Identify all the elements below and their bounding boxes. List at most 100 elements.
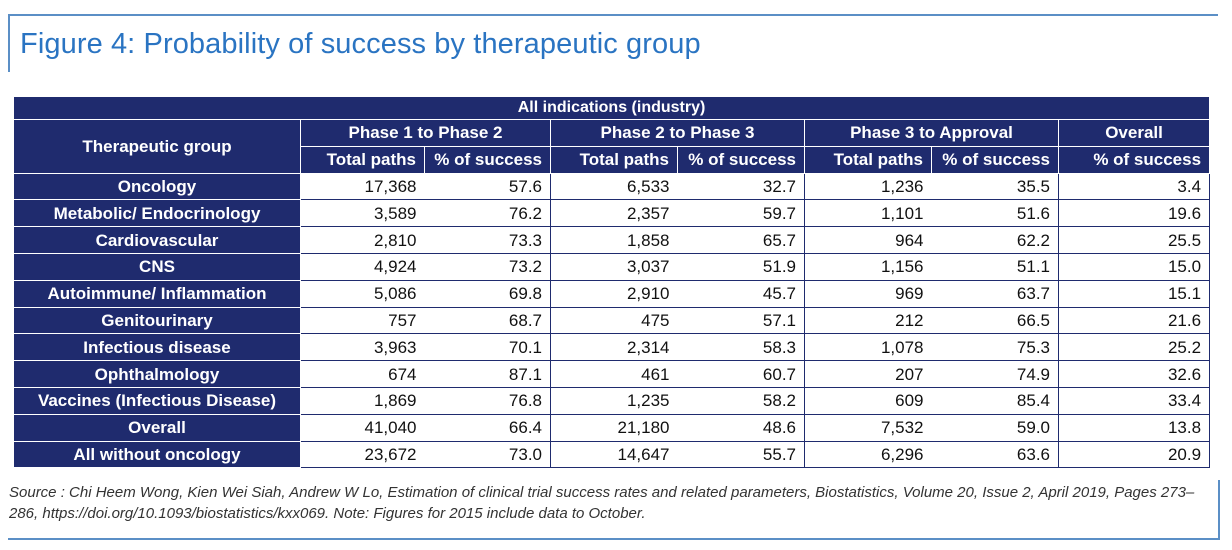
table-cell: 87.1 — [424, 360, 551, 388]
table-cell: 33.4 — [1058, 387, 1211, 415]
frame-right-rule — [1218, 480, 1220, 540]
table-cell: 60.7 — [677, 360, 805, 388]
table-row: Infectious disease 3,963 70.1 2,314 58.3 1,07… — [13, 333, 1211, 362]
table-cell: 964 — [804, 226, 932, 254]
table-cell: 74.9 — [931, 360, 1059, 388]
table-cell: 1,236 — [804, 173, 932, 201]
table-cell: 23,672 — [300, 441, 425, 469]
table-cell: 32.7 — [677, 173, 805, 201]
table-cell: 41,040 — [300, 414, 425, 442]
table-cell: 25.5 — [1058, 226, 1211, 254]
table-cell: 57.1 — [677, 307, 805, 335]
table-cell: 76.2 — [424, 199, 551, 228]
table-cell: 66.5 — [931, 307, 1059, 335]
table-cell: 75.3 — [931, 333, 1059, 362]
sub-header: Total paths — [300, 145, 425, 174]
table-cell: 14,647 — [550, 441, 678, 469]
row-group-label: CNS — [13, 252, 301, 281]
table-cell: 55.7 — [677, 441, 805, 469]
table-cell: 45.7 — [677, 280, 805, 308]
table-cell: 461 — [550, 360, 678, 388]
table-cell: 58.3 — [677, 333, 805, 362]
table-row: Ophthalmology 674 87.1 461 60.7 207 74.9 32.6 — [13, 360, 1211, 388]
table-cell: 32.6 — [1058, 360, 1211, 388]
table-cell: 2,357 — [550, 199, 678, 228]
row-group-label: Vaccines (Infectious Disease) — [13, 386, 301, 415]
table-cell: 6,296 — [804, 441, 932, 469]
super-header: All indications (industry) — [12, 96, 1211, 120]
sub-header: % of success — [677, 145, 805, 174]
table-row: Overall 41,040 66.4 21,180 48.6 7,532 59.0 13.8 — [13, 413, 1211, 442]
table-cell: 6,533 — [550, 173, 678, 201]
table-cell: 19.6 — [1058, 199, 1211, 228]
table-cell: 85.4 — [931, 387, 1059, 415]
table-cell: 21,180 — [550, 414, 678, 442]
row-group-label: All without oncology — [13, 440, 301, 469]
table-cell: 63.7 — [931, 280, 1059, 308]
table-cell: 757 — [300, 307, 425, 335]
source-note: Source : Chi Heem Wong, Kien Wei Siah, A… — [9, 484, 1195, 522]
row-group-label: Autoimmune/ Inflammation — [13, 279, 301, 308]
table-cell: 13.8 — [1058, 414, 1211, 442]
table-cell: 20.9 — [1058, 441, 1211, 469]
table-row: Vaccines (Infectious Disease) 1,869 76.8 1,… — [13, 386, 1211, 415]
table-cell: 2,910 — [550, 280, 678, 308]
sub-header: Total paths — [804, 145, 932, 174]
figure-title: Figure 4: Probability of success by ther… — [20, 28, 701, 60]
row-group-label: Infectious disease — [13, 333, 301, 362]
header-row-phases: Therapeutic group Phase 1 to Phase 2 Pha… — [13, 119, 1211, 174]
table-cell: 73.0 — [424, 441, 551, 469]
table-row: All without oncology 23,672 73.0 14,647 55.7… — [13, 440, 1211, 469]
table-cell: 62.2 — [931, 226, 1059, 254]
table-cell: 4,924 — [300, 253, 425, 281]
group-header: Therapeutic group — [13, 119, 301, 174]
table-cell: 70.1 — [424, 333, 551, 362]
table-cell: 15.1 — [1058, 280, 1211, 308]
table-cell: 76.8 — [424, 387, 551, 415]
phase-header-2: Phase 2 to Phase 3 — [550, 119, 805, 147]
table-row: Metabolic/ Endocrinology 3,589 76.2 2,357 59… — [13, 199, 1211, 228]
frame-left-rule — [8, 14, 10, 72]
table-cell: 1,869 — [300, 387, 425, 415]
table-row: Oncology 17,368 57.6 6,533 32.7 1,236 35.5 3.4 — [13, 172, 1211, 201]
table-cell: 609 — [804, 387, 932, 415]
row-group-label: Genitourinary — [13, 306, 301, 335]
table-cell: 57.6 — [424, 173, 551, 201]
table-cell: 3,963 — [300, 333, 425, 362]
table-cell: 35.5 — [931, 173, 1059, 201]
table-cell: 51.6 — [931, 199, 1059, 228]
table-cell: 2,810 — [300, 226, 425, 254]
table-cell: 7,532 — [804, 414, 932, 442]
table-cell: 65.7 — [677, 226, 805, 254]
table-cell: 69.8 — [424, 280, 551, 308]
table-cell: 59.0 — [931, 414, 1059, 442]
table-cell: 17,368 — [300, 173, 425, 201]
table-cell: 3,589 — [300, 199, 425, 228]
frame-bottom-rule — [8, 538, 1220, 540]
table-cell: 51.9 — [677, 253, 805, 281]
table-cell: 207 — [804, 360, 932, 388]
row-group-label: Ophthalmology — [13, 360, 301, 388]
table-cell: 51.1 — [931, 253, 1059, 281]
table-cell: 73.2 — [424, 253, 551, 281]
table-cell: 1,156 — [804, 253, 932, 281]
table-cell: 475 — [550, 307, 678, 335]
success-table: All indications (industry) Therapeutic g… — [12, 96, 1211, 469]
table-cell: 1,235 — [550, 387, 678, 415]
table-cell: 66.4 — [424, 414, 551, 442]
row-group-label: Metabolic/ Endocrinology — [13, 199, 301, 228]
table-cell: 969 — [804, 280, 932, 308]
sub-header: % of success — [931, 145, 1059, 174]
table-cell: 59.7 — [677, 199, 805, 228]
table-cell: 68.7 — [424, 307, 551, 335]
table-cell: 674 — [300, 360, 425, 388]
row-group-label: Overall — [13, 413, 301, 442]
table-cell: 25.2 — [1058, 333, 1211, 362]
phase-header-1: Phase 1 to Phase 2 — [300, 119, 551, 147]
sub-header: % of success — [1057, 145, 1211, 174]
row-group-label: Oncology — [13, 172, 301, 201]
table-cell: 63.6 — [931, 441, 1059, 469]
table-cell: 1,078 — [804, 333, 932, 362]
table-cell: 1,858 — [550, 226, 678, 254]
table-cell: 58.2 — [677, 387, 805, 415]
